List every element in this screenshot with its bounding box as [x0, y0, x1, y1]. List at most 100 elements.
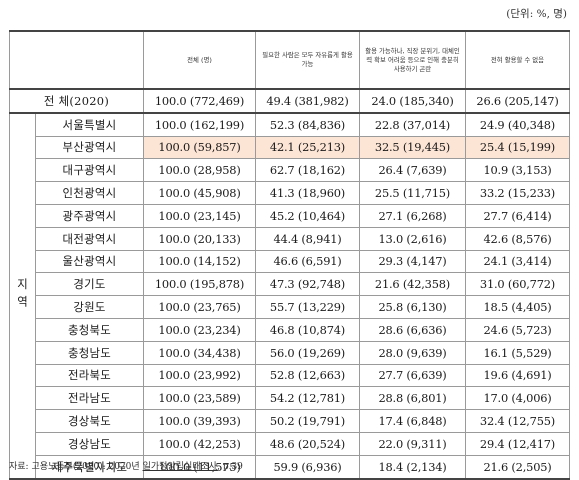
- region-name: 충청북도: [35, 317, 144, 342]
- region-name: 전라북도: [35, 363, 144, 388]
- cell-c3: 16.1 (5,529): [465, 340, 570, 365]
- cell-c2: 26.4 (7,639): [359, 158, 466, 183]
- header-row: 전체 (명) 필요한 사람은 모두 자유롭게 활용 가능 활용 가능하나, 직장…: [9, 30, 570, 90]
- header-total: 전체 (명): [143, 30, 256, 90]
- cell-c1: 44.4 (8,941): [255, 226, 360, 251]
- cell-total: 100.0 (59,857): [143, 135, 256, 160]
- cell-total: 100.0 (23,234): [143, 317, 256, 342]
- cell-total: 100.0 (23,765): [143, 295, 256, 319]
- cell-c3: 24.6 (5,723): [465, 317, 570, 342]
- region-name: 광주광역시: [35, 203, 144, 228]
- total-row-total: 100.0 (772,469): [143, 88, 256, 114]
- table-row: 울산광역시 100.0 (14,152) 46.6 (6,591) 29.3 (4,1…: [10, 249, 570, 274]
- cell-c3: 33.2 (15,233): [465, 181, 570, 205]
- cell-total: 100.0 (162,199): [143, 112, 256, 137]
- cell-c1: 62.7 (18,162): [255, 158, 360, 183]
- cell-total: 100.0 (28,958): [143, 158, 256, 183]
- cell-c2: 21.6 (42,358): [359, 272, 466, 297]
- region-group-label: 지역: [9, 112, 36, 480]
- cell-c1: 42.1 (25,213): [255, 135, 360, 160]
- cell-total: 100.0 (39,393): [143, 409, 256, 433]
- region-name: 대구광역시: [35, 158, 144, 183]
- cell-total: 100.0 (23,992): [143, 363, 256, 388]
- header-col1: 필요한 사람은 모두 자유롭게 활용 가능: [255, 30, 360, 90]
- table-row: 지역 서울특별시 100.0 (162,199) 52.3 (84,836) 22.8 …: [9, 112, 570, 480]
- cell-total: 100.0 (42,253): [143, 431, 256, 456]
- cell-c2: 29.3 (4,147): [359, 249, 466, 274]
- header-col2: 활용 가능하나, 직장 분위기, 대체인력 확보 어려움 등으로 인해 충분히 …: [359, 30, 466, 90]
- total-row-c2: 24.0 (185,340): [359, 88, 466, 114]
- total-row-c1: 49.4 (381,982): [255, 88, 360, 114]
- source-title: 일가정양립실태조사: [142, 462, 218, 472]
- cell-c3: 24.1 (3,414): [465, 249, 570, 274]
- region-name: 서울특별시: [35, 112, 144, 137]
- total-row-c3: 26.6 (205,147): [465, 88, 570, 114]
- cell-c1: 52.3 (84,836): [255, 112, 360, 137]
- source-prefix: 자료: 고용노동부(2020). 2020년: [9, 462, 143, 472]
- region-name: 인천광역시: [35, 181, 144, 205]
- cell-c2: 27.1 (6,268): [359, 203, 466, 228]
- cell-c3: 31.0 (60,772): [465, 272, 570, 297]
- cell-c2: 32.5 (19,445): [359, 135, 466, 160]
- cell-c1: 56.0 (19,269): [255, 340, 360, 365]
- cell-c2: 25.8 (6,130): [359, 295, 466, 319]
- table-row: 광주광역시 100.0 (23,145) 45.2 (10,464) 27.1 (6,…: [10, 203, 570, 228]
- cell-total: 100.0 (45,908): [143, 181, 256, 205]
- cell-c2: 17.4 (6,848): [359, 409, 466, 433]
- region-name: 울산광역시: [35, 249, 144, 274]
- cell-total: 100.0 (34,438): [143, 340, 256, 365]
- cell-total: 100.0 (195,878): [143, 272, 256, 297]
- cell-c3: 17.0 (4,006): [465, 386, 570, 411]
- source-note: 자료: 고용노동부(2020). 2020년 일가정양립실태조사, p.39: [9, 459, 243, 472]
- cell-c1: 46.6 (6,591): [255, 249, 360, 274]
- table-row: 인천광역시 100.0 (45,908) 41.3 (18,960) 25.5 (11…: [10, 181, 570, 205]
- cell-c2: 28.0 (9,639): [359, 340, 466, 365]
- table-row: 전라남도 100.0 (23,589) 54.2 (12,781) 28.8 (6,8…: [10, 386, 570, 411]
- table-row: 충청남도 100.0 (34,438) 56.0 (19,269) 28.0 (9,6…: [10, 340, 570, 365]
- table-row: 경기도 100.0 (195,878) 47.3 (92,748) 21.6 (42,…: [10, 272, 570, 297]
- region-name: 강원도: [35, 295, 144, 319]
- table-row: 대구광역시 100.0 (28,958) 62.7 (18,162) 26.4 (7,…: [10, 158, 570, 183]
- table-row: 부산광역시 100.0 (59,857) 42.1 (25,213) 32.5 (19…: [10, 135, 570, 160]
- cell-c2: 28.8 (6,801): [359, 386, 466, 411]
- cell-c3: 21.6 (2,505): [465, 454, 570, 480]
- cell-c3: 24.9 (40,348): [465, 112, 570, 137]
- cell-c3: 29.4 (12,417): [465, 431, 570, 456]
- table-row: 전라북도 100.0 (23,992) 52.8 (12,663) 27.7 (6,6…: [10, 363, 570, 388]
- unit-label: (단위: %, 명): [506, 8, 567, 20]
- data-table: 전체 (명) 필요한 사람은 모두 자유롭게 활용 가능 활용 가능하나, 직장…: [9, 30, 570, 480]
- cell-c3: 32.4 (12,755): [465, 409, 570, 433]
- cell-c1: 47.3 (92,748): [255, 272, 360, 297]
- cell-c3: 42.6 (8,576): [465, 226, 570, 251]
- cell-c1: 54.2 (12,781): [255, 386, 360, 411]
- region-name: 대전광역시: [35, 226, 144, 251]
- cell-c3: 18.5 (4,405): [465, 295, 570, 319]
- region-name: 부산광역시: [35, 135, 144, 160]
- cell-c2: 22.0 (9,311): [359, 431, 466, 456]
- total-row-label: 전 체(2020): [9, 88, 144, 114]
- source-suffix: , p.39: [217, 462, 243, 472]
- cell-c2: 18.4 (2,134): [359, 454, 466, 480]
- cell-c1: 41.3 (18,960): [255, 181, 360, 205]
- region-name: 경상남도: [35, 431, 144, 456]
- cell-c2: 28.6 (6,636): [359, 317, 466, 342]
- table-row: 경상남도 100.0 (42,253) 48.6 (20,524) 22.0 (9,3…: [10, 431, 570, 456]
- cell-c2: 22.8 (37,014): [359, 112, 466, 137]
- table-row: 대전광역시 100.0 (20,133) 44.4 (8,941) 13.0 (2,6…: [10, 226, 570, 251]
- table-row: 경상북도 100.0 (39,393) 50.2 (19,791) 17.4 (6,8…: [10, 409, 570, 433]
- cell-c2: 27.7 (6,639): [359, 363, 466, 388]
- cell-c1: 48.6 (20,524): [255, 431, 360, 456]
- cell-c2: 25.5 (11,715): [359, 181, 466, 205]
- region-name: 경상북도: [35, 409, 144, 433]
- cell-total: 100.0 (11,575): [143, 454, 256, 480]
- table-row: 강원도 100.0 (23,765) 55.7 (13,229) 25.8 (6,13…: [10, 295, 570, 319]
- region-name: 전라남도: [35, 386, 144, 411]
- cell-c2: 13.0 (2,616): [359, 226, 466, 251]
- table-row: 제주특별자치도 100.0 (11,575) 59.9 (6,936) 18.4 (2…: [10, 454, 570, 480]
- total-row: 전 체(2020) 100.0 (772,469) 49.4 (381,982)…: [9, 88, 570, 114]
- table-row: 충청북도 100.0 (23,234) 46.8 (10,874) 28.6 (6,6…: [10, 317, 570, 342]
- cell-c1: 59.9 (6,936): [255, 454, 360, 480]
- table-container: 전체 (명) 필요한 사람은 모두 자유롭게 활용 가능 활용 가능하나, 직장…: [9, 30, 570, 480]
- cell-c3: 19.6 (4,691): [465, 363, 570, 388]
- cell-c3: 10.9 (3,153): [465, 158, 570, 183]
